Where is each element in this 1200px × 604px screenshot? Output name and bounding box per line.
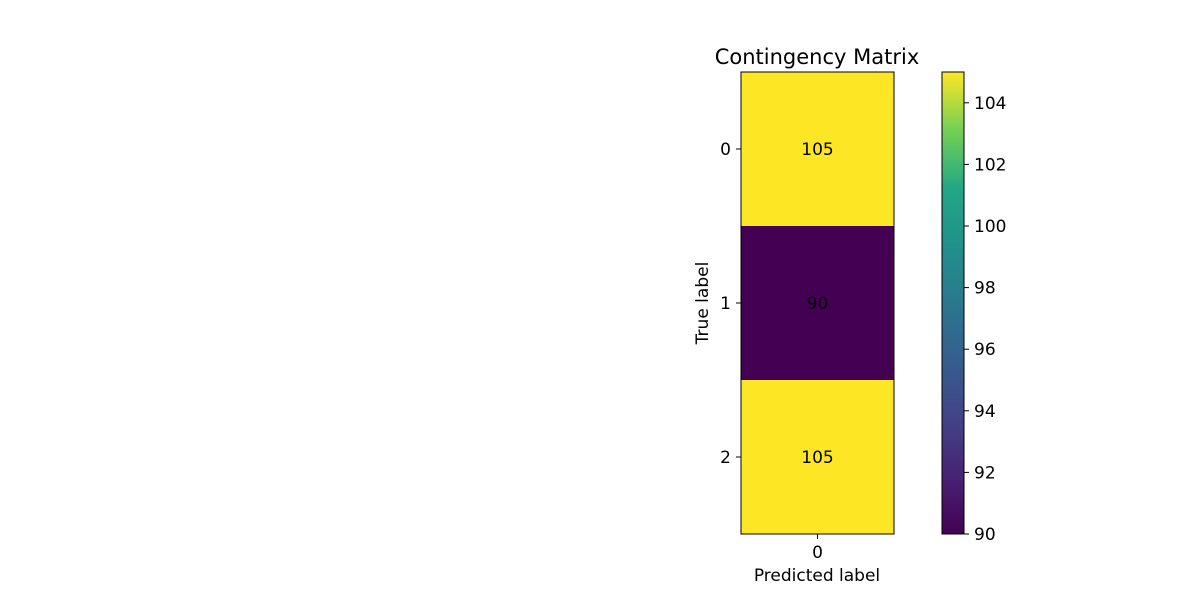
cell-value-label-1-0: 90 <box>807 294 829 314</box>
cell-value-label-2-0: 105 <box>801 448 833 468</box>
heatmap-cell-2-0 <box>741 380 894 534</box>
colorbar-ticks: 90 92 94 96 98 100 102 104 <box>964 94 1006 545</box>
heatmap-cell-1-0 <box>741 226 894 380</box>
chart-title: Contingency Matrix <box>715 45 920 69</box>
colorbar-tick-label-2: 94 <box>974 402 996 422</box>
colorbar-tick-label-1: 92 <box>974 463 996 483</box>
y-tick-label-1: 1 <box>720 294 731 314</box>
y-tick-label-2: 2 <box>720 448 731 468</box>
y-tick-label-0: 0 <box>720 140 731 160</box>
heatmap-cell-0-0 <box>741 72 894 226</box>
colorbar <box>941 71 965 535</box>
x-axis-ticks: 0 <box>812 534 823 563</box>
colorbar-tick-label-3: 96 <box>974 340 996 360</box>
colorbar-tick-label-4: 98 <box>974 279 996 299</box>
colorbar-tick-label-6: 102 <box>974 155 1006 175</box>
colorbar-tick-label-7: 104 <box>974 94 1006 114</box>
cell-value-label-0-0: 105 <box>801 140 833 160</box>
y-axis-label: True label <box>693 262 713 346</box>
x-axis-label: Predicted label <box>754 566 880 586</box>
x-tick-label-0: 0 <box>812 543 823 563</box>
colorbar-tick-label-0: 90 <box>974 525 996 545</box>
heatmap-cells: 105 90 105 <box>741 72 894 534</box>
y-axis-ticks: 0 1 2 <box>720 140 741 468</box>
colorbar-tick-label-5: 100 <box>974 217 1006 237</box>
